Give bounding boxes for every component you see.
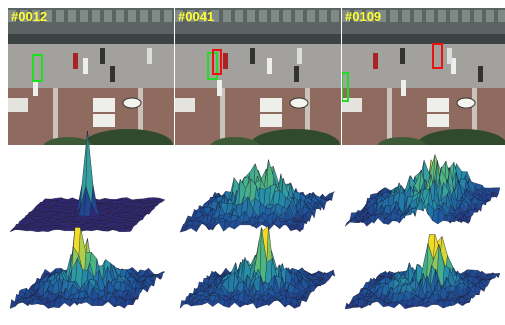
response-maps	[10, 131, 500, 309]
frame-label: #0012	[11, 9, 47, 24]
stripe	[53, 88, 58, 145]
tiles	[93, 114, 115, 127]
figure: #0012 #0041 #0109	[0, 0, 505, 325]
window	[486, 10, 494, 22]
window	[295, 10, 303, 22]
window	[402, 10, 410, 22]
window	[116, 10, 124, 22]
pedestrian	[267, 58, 272, 74]
surface-plot	[180, 160, 335, 232]
window	[462, 10, 470, 22]
frame	[342, 8, 505, 161]
window	[68, 10, 76, 22]
window	[498, 10, 505, 22]
window	[164, 10, 172, 22]
mesh-cell	[345, 219, 352, 227]
pedestrian	[223, 53, 228, 69]
window	[223, 10, 231, 22]
window	[271, 10, 279, 22]
mesh-cell	[10, 229, 17, 232]
frame	[175, 8, 342, 161]
stripe	[220, 88, 225, 145]
bushes	[417, 129, 505, 161]
logo	[123, 98, 141, 108]
tiles	[93, 98, 115, 112]
window	[259, 10, 267, 22]
window	[104, 10, 112, 22]
window	[426, 10, 434, 22]
pedestrian	[217, 80, 222, 96]
overhang	[175, 34, 342, 44]
window	[319, 10, 327, 22]
window	[414, 10, 422, 22]
frame-label: #0109	[345, 9, 381, 24]
bushes	[250, 129, 340, 161]
window	[450, 10, 458, 22]
overhang	[342, 34, 505, 44]
tiles	[427, 114, 449, 127]
pedestrian	[250, 48, 255, 64]
window	[235, 10, 243, 22]
frame-label: #0041	[178, 9, 214, 24]
bushes	[377, 137, 427, 157]
pedestrian	[33, 80, 38, 96]
surface-plot	[345, 155, 500, 227]
pedestrian	[294, 66, 299, 82]
window	[438, 10, 446, 22]
bushes	[83, 129, 173, 161]
mesh-cell	[180, 301, 187, 309]
pedestrian	[400, 48, 405, 64]
window	[152, 10, 160, 22]
pedestrian	[73, 53, 78, 69]
window	[140, 10, 148, 22]
window	[128, 10, 136, 22]
window	[247, 10, 255, 22]
window	[307, 10, 315, 22]
pedestrian	[297, 48, 302, 64]
pedestrian	[100, 48, 105, 64]
tiles	[8, 98, 28, 112]
surface-plot	[180, 226, 335, 309]
pedestrian	[478, 66, 483, 82]
window	[92, 10, 100, 22]
logo	[290, 98, 308, 108]
frame	[8, 8, 175, 161]
pedestrian	[147, 48, 152, 64]
pedestrian	[83, 58, 88, 74]
pedestrian	[447, 48, 452, 64]
window	[56, 10, 64, 22]
surface-plot	[345, 235, 500, 310]
logo	[457, 98, 475, 108]
pedestrian	[373, 53, 378, 69]
tiles	[260, 114, 282, 127]
overhang	[8, 34, 175, 44]
window	[80, 10, 88, 22]
tiles	[175, 98, 195, 112]
surface-plot	[10, 228, 165, 309]
window	[283, 10, 291, 22]
surface-plot	[10, 131, 165, 232]
video-frames: #0012 #0041 #0109	[8, 8, 505, 161]
tiles	[260, 98, 282, 112]
window	[474, 10, 482, 22]
window	[331, 10, 339, 22]
window	[390, 10, 398, 22]
pedestrian	[401, 80, 406, 96]
bushes	[210, 137, 260, 157]
pedestrian	[110, 66, 115, 82]
tiles	[427, 98, 449, 112]
stripe	[387, 88, 392, 145]
